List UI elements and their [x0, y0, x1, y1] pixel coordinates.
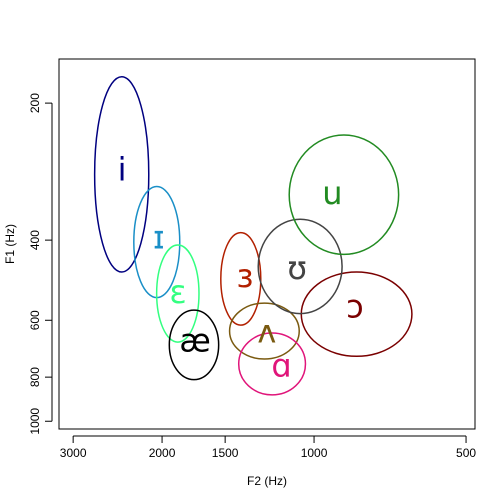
x-tick-label: 3000 — [60, 446, 87, 460]
x-axis-label: F2 (Hz) — [247, 474, 287, 488]
y-tick-label: 1000 — [28, 408, 42, 435]
vowel-label: ʌ — [257, 312, 276, 350]
vowel-label: i — [118, 151, 127, 189]
vowel-ellipse — [228, 302, 300, 360]
x-tick-label: 1500 — [212, 446, 239, 460]
vowel-label: ɑ — [271, 347, 291, 385]
vowel-label: ɛ — [169, 273, 186, 311]
y-tick-label: 200 — [28, 93, 42, 113]
y-axis-label: F1 (Hz) — [3, 224, 17, 264]
vowel-label: ɔ — [346, 288, 364, 326]
x-axis: 3000 2000 1500 1000 500 — [60, 435, 476, 460]
vowel-label: ɜ — [237, 257, 254, 295]
vowel-ellipse — [168, 309, 220, 381]
plot-frame — [58, 58, 476, 430]
x-tick-label: 2000 — [149, 446, 176, 460]
y-axis: 200 400 600 800 1000 — [28, 93, 53, 435]
y-tick-label: 800 — [28, 367, 42, 387]
x-tick-label: 1000 — [301, 446, 328, 460]
vowel-label: ɪ — [153, 219, 165, 257]
vowel-ellipse — [257, 218, 343, 315]
vowel-ellipse — [155, 244, 200, 343]
vowel-ellipse — [220, 231, 262, 326]
y-tick-label: 400 — [28, 230, 42, 250]
vowel-label: ʊ — [287, 249, 307, 287]
vowel-ellipse — [288, 134, 400, 256]
vowel-label: æ — [179, 322, 210, 360]
x-tick-label: 500 — [456, 446, 476, 460]
vowel-label: u — [322, 174, 342, 212]
vowel-ellipses — [93, 75, 413, 396]
vowel-ellipse — [93, 75, 150, 273]
vowel-ellipse — [237, 332, 307, 396]
y-tick-label: 600 — [28, 310, 42, 330]
